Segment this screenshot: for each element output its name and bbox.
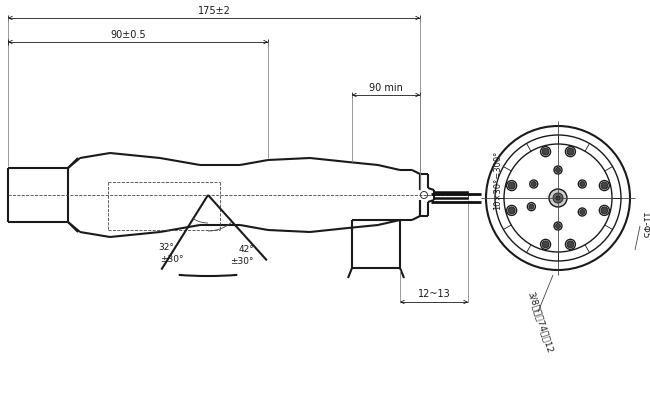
- Circle shape: [599, 181, 609, 191]
- Text: ±30°: ±30°: [161, 255, 184, 264]
- Circle shape: [506, 181, 517, 191]
- Circle shape: [601, 182, 608, 189]
- Text: 10×30°=300°: 10×30°=300°: [493, 151, 502, 210]
- Circle shape: [554, 166, 562, 174]
- Circle shape: [541, 146, 551, 157]
- Circle shape: [580, 182, 585, 186]
- Text: 11-Φ5: 11-Φ5: [640, 212, 649, 240]
- Circle shape: [566, 146, 575, 157]
- Circle shape: [527, 203, 536, 211]
- Circle shape: [542, 241, 549, 248]
- Circle shape: [553, 193, 563, 203]
- Circle shape: [530, 180, 538, 188]
- Text: 3/8英制管74符笠12: 3/8英制管74符笠12: [526, 290, 554, 354]
- Circle shape: [506, 205, 517, 215]
- Circle shape: [531, 182, 536, 186]
- Circle shape: [578, 208, 586, 216]
- Circle shape: [578, 180, 586, 188]
- Circle shape: [508, 207, 515, 214]
- Circle shape: [566, 239, 575, 249]
- Text: 42°: 42°: [238, 246, 254, 255]
- Text: 175±2: 175±2: [198, 6, 231, 16]
- Circle shape: [567, 241, 574, 248]
- Circle shape: [556, 224, 560, 228]
- Circle shape: [556, 168, 560, 173]
- Circle shape: [599, 205, 609, 215]
- Circle shape: [549, 189, 567, 207]
- Circle shape: [542, 148, 549, 155]
- Text: ±30°: ±30°: [230, 257, 254, 266]
- Text: 90±0.5: 90±0.5: [111, 30, 146, 40]
- Circle shape: [554, 222, 562, 230]
- Circle shape: [529, 204, 534, 209]
- Circle shape: [541, 239, 551, 249]
- Circle shape: [508, 182, 515, 189]
- Circle shape: [601, 207, 608, 214]
- Circle shape: [567, 148, 574, 155]
- Text: 90 min: 90 min: [369, 83, 403, 93]
- Circle shape: [556, 196, 560, 200]
- Text: 32°: 32°: [158, 242, 174, 251]
- Circle shape: [580, 209, 585, 215]
- Text: 12~13: 12~13: [417, 289, 450, 299]
